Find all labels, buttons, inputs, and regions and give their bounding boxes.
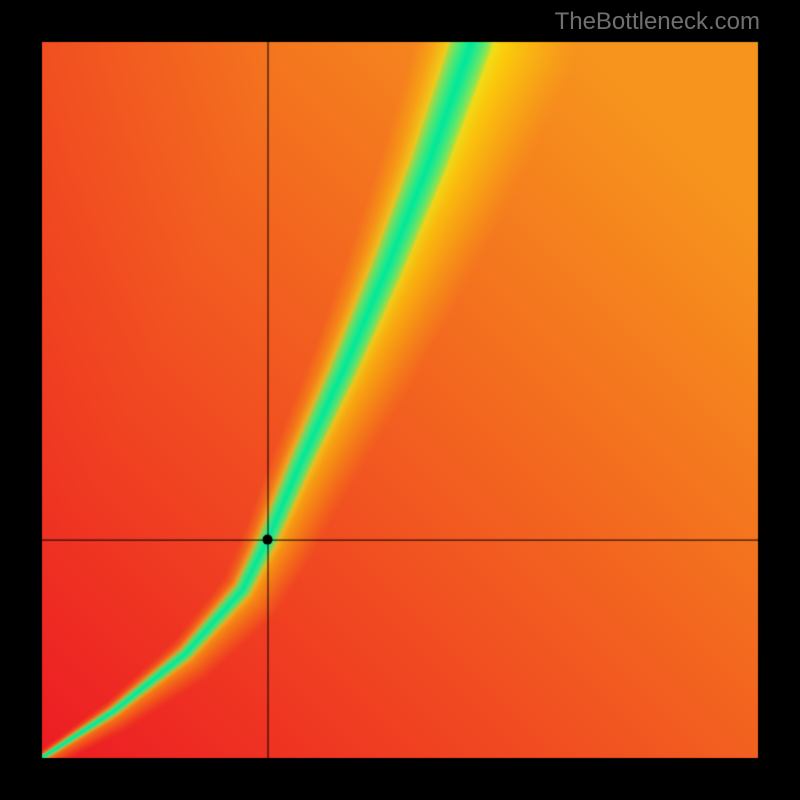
watermark-text: TheBottleneck.com xyxy=(555,8,760,36)
heatmap-canvas xyxy=(0,0,800,800)
chart-container: TheBottleneck.com xyxy=(0,0,800,800)
